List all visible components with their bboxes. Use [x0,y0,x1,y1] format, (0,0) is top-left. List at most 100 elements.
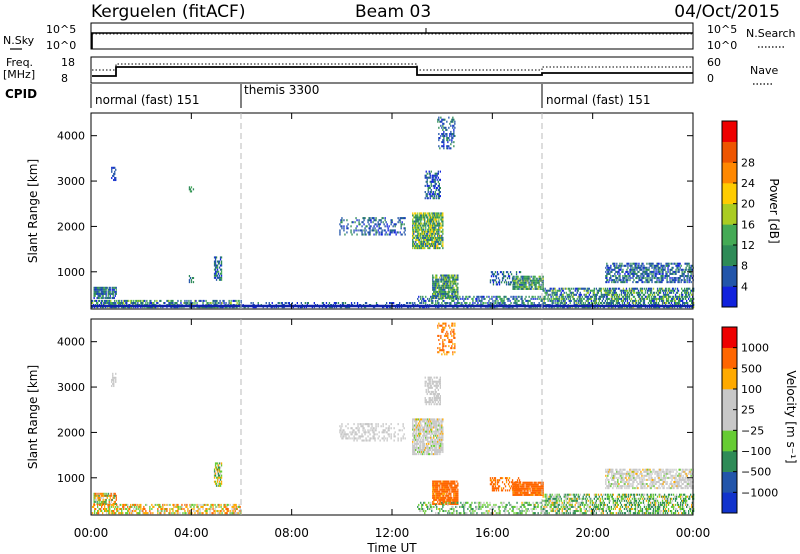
data-cell [653,270,655,273]
data-cell [637,299,640,302]
data-cell [680,275,682,278]
data-cell [417,428,419,431]
data-cell [569,297,571,300]
data-cell [573,293,575,296]
data-cell [146,299,148,302]
data-cell [661,289,664,292]
data-cell [560,302,562,305]
data-cell [435,232,437,235]
data-cell [307,302,309,305]
data-cell [512,283,514,286]
data-cell [525,281,527,284]
noise-tick-top-right: 10^5 [707,23,737,36]
data-cell [409,302,411,305]
data-cell [106,510,108,513]
data-cell [420,440,422,443]
data-cell [442,222,444,225]
data-cell [98,294,100,297]
data-cell [449,276,451,279]
data-cell [513,281,515,284]
data-cell [213,268,216,271]
data-cell [128,510,130,513]
data-cell [651,279,653,282]
data-cell [672,297,675,300]
data-cell [649,299,652,302]
data-cell [423,214,425,217]
data-cell [676,264,678,267]
data-cell [228,302,230,305]
data-cell [537,281,539,284]
data-cell [121,302,123,305]
data-cell [662,293,665,296]
data-cell [452,118,454,121]
data-cell [145,302,147,305]
data-cell [654,302,657,305]
data-cell [657,293,660,296]
data-cell [97,505,99,508]
data-cell [419,430,421,433]
data-cell [157,512,159,515]
data-cell [173,512,175,515]
data-cell [634,268,636,271]
data-cell [521,275,523,278]
data-cell [97,292,99,295]
data-cell [412,426,414,429]
data-cell [510,302,512,305]
data-cell [424,184,426,187]
data-cell [675,264,677,267]
data-cell [660,279,662,282]
data-cell [341,219,343,222]
data-cell [415,422,417,425]
data-cell [481,295,483,298]
data-cell [339,233,341,236]
data-cell [218,276,221,279]
data-cell [472,299,474,302]
data-cell [418,234,420,237]
data-cell [639,293,642,296]
data-cell [421,453,423,456]
data-cell [416,220,418,223]
data-cell [102,288,104,291]
data-cell [625,270,627,273]
data-cell [563,299,565,302]
data-cell [669,279,671,282]
data-cell [364,233,366,236]
data-cell [379,227,381,230]
data-cell [579,293,581,296]
data-cell [495,297,497,300]
data-cell [106,297,108,300]
data-cell [657,291,660,294]
data-cell [442,292,444,295]
data-cell [414,430,416,433]
data-cell [345,433,347,436]
data-cell [217,503,219,506]
data-cell [418,222,420,225]
data-cell [375,427,377,430]
data-cell [189,302,191,305]
data-cell [216,484,219,487]
freq-tick-top: 18 [61,56,75,69]
data-cell [674,279,676,282]
data-cell [446,128,448,131]
data-cell [106,286,108,289]
data-cell [680,279,682,282]
data-cell [391,219,393,222]
data-cell [430,449,432,452]
data-cell [446,135,448,138]
data-cell [450,120,452,123]
data-cell [225,512,227,515]
data-cell [451,137,453,140]
data-cell [522,275,524,278]
data-cell [632,302,635,305]
data-cell [514,283,516,286]
data-cell [636,266,638,269]
data-cell [637,289,640,292]
data-cell [425,302,427,305]
data-cell [451,290,453,293]
data-cell [427,444,429,447]
data-cell [230,512,232,515]
data-cell [442,128,444,131]
data-cell [413,438,415,441]
data-cell [380,219,382,222]
data-cell [658,262,660,265]
